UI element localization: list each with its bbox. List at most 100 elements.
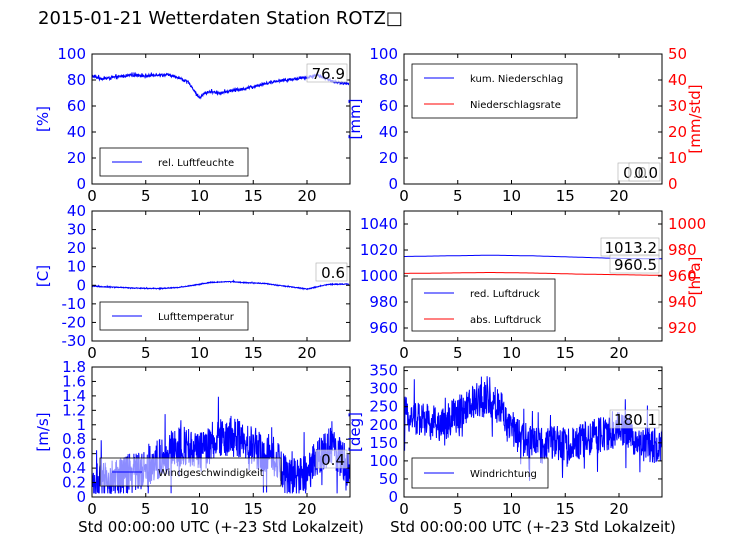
x-tick-label: 0 [399, 500, 409, 518]
y-tick-label: 40 [67, 123, 86, 141]
x-tick-label: 5 [453, 500, 463, 518]
y2-tick-label: 0 [668, 175, 678, 193]
value-label: 1013.2 [605, 239, 658, 257]
value-label: 960.5 [614, 256, 657, 274]
value-label-box [628, 162, 661, 182]
y2-axis-label: [hPa] [686, 257, 704, 296]
legend-box [411, 63, 578, 119]
y-tick-label: 0.8 [62, 430, 86, 448]
y-tick-label: 200 [369, 416, 398, 434]
y-tick-label: 10 [67, 258, 86, 276]
legend: Lufttemperatur [99, 301, 249, 331]
x-tick-label: 0 [87, 500, 97, 518]
y-tick-label: 20 [379, 149, 398, 167]
x-tick-label: 15 [556, 187, 575, 205]
y-tick-label: 0 [76, 276, 86, 294]
y-tick-label: 0.6 [62, 445, 86, 463]
value-label-box [609, 409, 660, 429]
y-tick-label: 50 [379, 470, 398, 488]
legend: red. Luftdruck abs. Luftdruck [411, 278, 556, 332]
y-tick-label: 150 [369, 434, 398, 452]
x-tick-label: 10 [190, 187, 209, 205]
x-tick-label: 20 [297, 187, 316, 205]
x-tick-label: 20 [609, 344, 628, 362]
y-tick-label: 30 [67, 221, 86, 239]
y-tick-label: 0 [388, 175, 398, 193]
x-tick-label: 15 [244, 344, 263, 362]
x-tick-label: 0 [399, 187, 409, 205]
legend-label: abs. Luftdruck [470, 315, 541, 326]
value-label: 0.4 [321, 451, 345, 469]
series-line-temperature-0 [92, 279, 350, 291]
plot-frame [91, 366, 351, 498]
legend-box [411, 278, 556, 332]
legend-label: Windrichtung [470, 469, 537, 480]
legend-label: red. Luftdruck [470, 289, 540, 300]
plot-frame [403, 366, 663, 498]
y2-tick-label: 920 [668, 319, 697, 337]
y-tick-label: 0.4 [62, 459, 86, 477]
value-label: 0.6 [321, 264, 345, 282]
y2-tick-label: 20 [668, 123, 687, 141]
y-tick-label: 1040 [360, 215, 398, 233]
value-label: 180.1 [614, 411, 657, 429]
page-title: 2015-01-21 Wetterdaten Station ROTZ□ [38, 8, 403, 29]
y-tick-label: 300 [369, 380, 398, 398]
x-tick-label: 5 [453, 187, 463, 205]
y-tick-label: 60 [67, 97, 86, 115]
y-axis-label: [m/s] [34, 412, 52, 451]
y2-tick-label: 30 [668, 97, 687, 115]
panel-humidity: 0 5 10 15 20 0 20 40 60 80 100 [%] rel. Luftfeuchte 7… [34, 45, 351, 205]
x-axis-label: Std 00:00:00 UTC (+-23 Std Lokalzeit) [78, 518, 364, 536]
panel-temperature: 0 5 10 15 20-30-20-10010203040[C]Lufttempera… [34, 202, 351, 362]
panel-pressure: 0 5 10 15 20 960 980 1000 1020 1040 920 940 960 980 10… [360, 210, 706, 362]
y-tick-label: 1000 [360, 267, 398, 285]
x-tick-label: 20 [609, 187, 628, 205]
x-axis-label: Std 00:00:00 UTC (+-23 Std Lokalzeit) [390, 518, 676, 536]
legend: kum. Niederschlag Niederschlagsrate [411, 63, 578, 119]
x-tick-label: 10 [502, 500, 521, 518]
x-tick-label: 0 [87, 187, 97, 205]
panel-wind_speed: 0 5 10 15 2000.20.40.60.811.21.41.61.8[m/s]S… [34, 358, 364, 536]
x-tick-label: 20 [609, 500, 628, 518]
x-tick-label: 5 [141, 500, 151, 518]
y-tick-label: -10 [62, 295, 87, 313]
legend-label: kum. Niederschlag [470, 74, 563, 85]
legend-label: Windgeschwindigkeit [158, 468, 264, 479]
value-label-box [306, 63, 348, 83]
value-label-box [315, 449, 348, 469]
value-label: 0.0 [634, 164, 658, 182]
y-tick-label: 1.8 [62, 358, 86, 376]
x-tick-label: 20 [297, 500, 316, 518]
y-tick-label: -20 [62, 313, 87, 331]
legend-label: Niederschlagsrate [470, 100, 561, 111]
y-tick-label: 80 [379, 71, 398, 89]
y2-tick-label: 40 [668, 71, 687, 89]
y-axis-label: [C] [34, 265, 52, 287]
x-tick-label: 10 [502, 187, 521, 205]
y-tick-label: 20 [67, 149, 86, 167]
y-tick-label: 80 [67, 71, 86, 89]
x-tick-label: 0 [399, 344, 409, 362]
plot-frame [91, 210, 351, 342]
y-tick-label: 1 [76, 416, 86, 434]
series-line-pressure-1 [404, 272, 662, 276]
x-tick-label: 15 [244, 187, 263, 205]
y-axis-label: [%] [34, 106, 52, 132]
legend: Windgeschwindigkeit [99, 457, 282, 487]
y-tick-label: 1.2 [62, 401, 86, 419]
y-tick-label: 100 [369, 45, 398, 63]
y-tick-label: 350 [369, 362, 398, 380]
x-tick-label: 10 [190, 500, 209, 518]
y-tick-label: -30 [62, 332, 87, 350]
panel-precipitation: 0 5 10 15 20 0 20 40 60 80 100 0 10 20 30 40 50 [mm] [mm/s… [346, 45, 704, 205]
x-tick-label: 15 [556, 344, 575, 362]
y-tick-label: 40 [379, 123, 398, 141]
legend-label: Lufttemperatur [158, 312, 235, 323]
y2-tick-label: 50 [668, 45, 687, 63]
x-tick-label: 10 [502, 344, 521, 362]
y-tick-label: 100 [369, 452, 398, 470]
y-tick-label: 1.4 [62, 387, 86, 405]
y-tick-label: 100 [57, 45, 86, 63]
